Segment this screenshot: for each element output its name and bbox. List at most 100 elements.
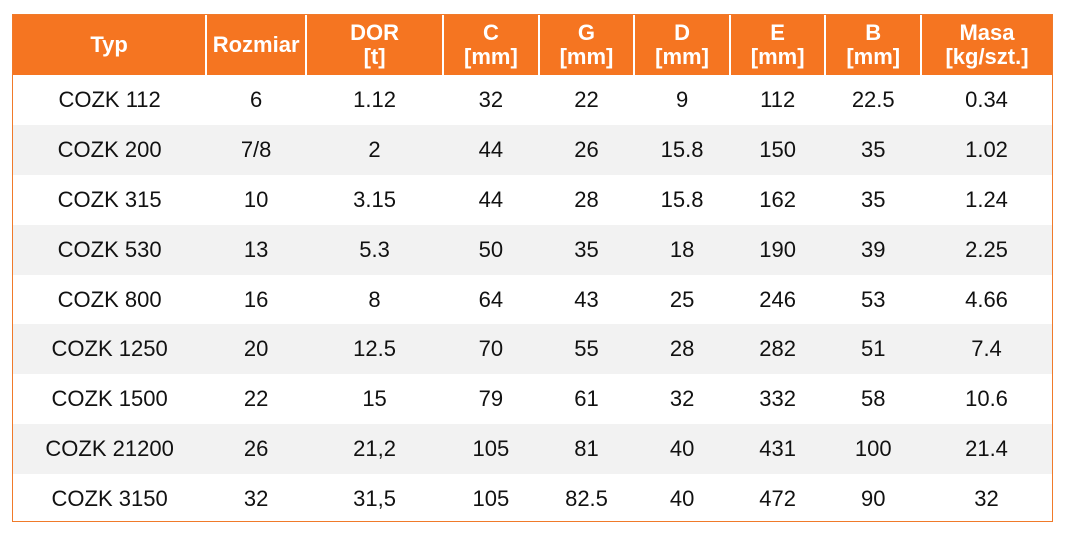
table-cell: 32 xyxy=(478,86,504,112)
table-cell: 472 xyxy=(759,486,796,512)
table-cell: 51 xyxy=(860,336,886,362)
table-cell: COZK 21200 xyxy=(45,436,174,462)
column-header-unit: [mm] xyxy=(559,44,614,69)
table-cell: 162 xyxy=(759,186,796,212)
table-cell: 90 xyxy=(860,486,886,512)
table-cell: 10.6 xyxy=(965,386,1008,412)
table-cell: 22 xyxy=(574,86,599,112)
table-cell: 55 xyxy=(574,336,599,362)
table-cell: 15.8 xyxy=(660,136,704,162)
table-cell: 1.24 xyxy=(965,186,1008,212)
header-row: Typ Rozmiar DOR [t] C [mm] G [mm] D [mm] E [mm] B [mm… xyxy=(13,15,1052,75)
table-cell: 246 xyxy=(759,286,796,312)
column-header-unit: [kg/szt.] xyxy=(945,44,1029,69)
column-header: Typ xyxy=(13,15,206,75)
table-cell: 6 xyxy=(249,86,263,112)
table-cell: 105 xyxy=(472,486,510,512)
column-header: B [mm] xyxy=(824,15,922,75)
table-cell: 35 xyxy=(860,136,886,162)
table-cell: 282 xyxy=(759,336,796,362)
table-cell: 431 xyxy=(759,436,796,462)
table-cell: 70 xyxy=(478,336,504,362)
column-header-title: D xyxy=(674,20,691,45)
table-cell: 31,5 xyxy=(353,486,396,512)
table-cell: 21,2 xyxy=(353,436,396,462)
column-header: E [mm] xyxy=(728,15,826,75)
table-row: COZK 1500 22 15 79 61 32 332 58 10.6 xyxy=(13,374,1052,425)
column-header-unit: [mm] xyxy=(750,44,805,69)
column-header-title: Masa xyxy=(959,20,1015,45)
table-cell: 15 xyxy=(362,386,387,412)
table-cell: 8 xyxy=(368,286,381,312)
table-cell: 26 xyxy=(243,436,269,462)
table-cell: COZK 112 xyxy=(58,86,161,112)
table-cell: COZK 1250 xyxy=(51,336,168,362)
table-cell: 12.5 xyxy=(353,336,396,362)
table-cell: 32 xyxy=(669,386,695,412)
table-row: COZK 200 7/8 2 44 26 15.8 150 35 1.02 xyxy=(13,124,1052,175)
table-cell: 43 xyxy=(574,286,599,312)
table-cell: 81 xyxy=(574,436,599,462)
table-cell: 28 xyxy=(669,336,695,362)
table-cell: 20 xyxy=(243,336,269,362)
table-cell: 1.02 xyxy=(965,136,1008,162)
table-row: COZK 21200 26 21,2 105 81 40 431 100 21.4 xyxy=(13,424,1052,475)
column-header-title: C xyxy=(482,20,499,45)
column-header-title: DOR xyxy=(350,20,399,45)
column-header: C [mm] xyxy=(442,15,539,75)
column-header-unit: [mm] xyxy=(464,44,518,69)
table-cell: COZK 200 xyxy=(57,136,162,162)
table-cell: 112 xyxy=(760,86,796,112)
table-cell: COZK 1500 xyxy=(51,386,168,412)
table-cell: 44 xyxy=(478,136,504,162)
table-cell: 150 xyxy=(759,136,796,162)
spec-table: Typ Rozmiar DOR [t] C [mm] G [mm] D [mm] E [mm] B [mm… xyxy=(13,15,1052,521)
table-cell: 22.5 xyxy=(851,86,895,112)
table-cell: 50 xyxy=(478,236,504,262)
table-cell: 32 xyxy=(974,486,999,512)
table-cell: 100 xyxy=(854,436,892,462)
table-cell: 2.25 xyxy=(965,236,1008,262)
table-cell: 79 xyxy=(478,386,504,412)
column-header-title: Rozmiar xyxy=(212,32,300,57)
table-row: COZK 530 13 5.3 50 35 18 190 39 2.25 xyxy=(13,224,1052,275)
table-row: COZK 112 6 1.12 32 22 9 112 22.5 0.34 xyxy=(13,75,1052,125)
column-header: G [mm] xyxy=(537,15,635,75)
table-cell: 2 xyxy=(368,136,381,162)
table-cell: 40 xyxy=(669,486,695,512)
table-cell: 64 xyxy=(478,286,504,312)
table-cell: 0.34 xyxy=(965,86,1008,112)
table-cell: 10 xyxy=(243,186,269,212)
table-cell: 61 xyxy=(574,386,599,412)
table-cell: 35 xyxy=(860,186,886,212)
column-header-unit: [mm] xyxy=(655,44,709,69)
table-row: COZK 315 10 3.15 44 28 15.8 162 35 1.24 xyxy=(13,174,1052,225)
table-cell: 15.8 xyxy=(660,186,704,212)
table-row: COZK 800 16 8 64 43 25 246 53 4.66 xyxy=(13,274,1052,325)
table-cell: 3.15 xyxy=(353,186,396,212)
table-cell: 53 xyxy=(860,286,886,312)
column-header-title: G xyxy=(577,20,596,45)
table-cell: 32 xyxy=(243,486,269,512)
table-cell: 7.4 xyxy=(971,336,1002,362)
table-cell: 18 xyxy=(669,236,695,262)
table-row: COZK 1250 20 12.5 70 55 28 282 51 7.4 xyxy=(13,324,1052,375)
table-cell: 16 xyxy=(243,286,269,312)
table-cell: COZK 3150 xyxy=(51,486,168,512)
column-header: Rozmiar xyxy=(205,15,306,75)
table-cell: 58 xyxy=(860,386,886,412)
table-cell: 22 xyxy=(243,386,269,412)
table-cell: 4.66 xyxy=(965,286,1008,312)
column-header: D [mm] xyxy=(633,15,730,75)
column-header-title: B xyxy=(865,20,882,45)
table-cell: 105 xyxy=(472,436,510,462)
table-cell: 13 xyxy=(243,236,269,262)
table-row: COZK 3150 32 31,5 105 82.5 40 472 90 32 xyxy=(13,474,1052,521)
column-header: DOR [t] xyxy=(304,15,444,75)
table-header: Typ Rozmiar DOR [t] C [mm] G [mm] D [mm] E [mm] B [mm… xyxy=(13,15,1052,75)
table-cell: COZK 530 xyxy=(57,236,162,262)
table-cell: COZK 800 xyxy=(57,286,162,312)
table-cell: 44 xyxy=(478,186,504,212)
table-cell: 5.3 xyxy=(359,236,390,262)
table-cell: 332 xyxy=(759,386,796,412)
